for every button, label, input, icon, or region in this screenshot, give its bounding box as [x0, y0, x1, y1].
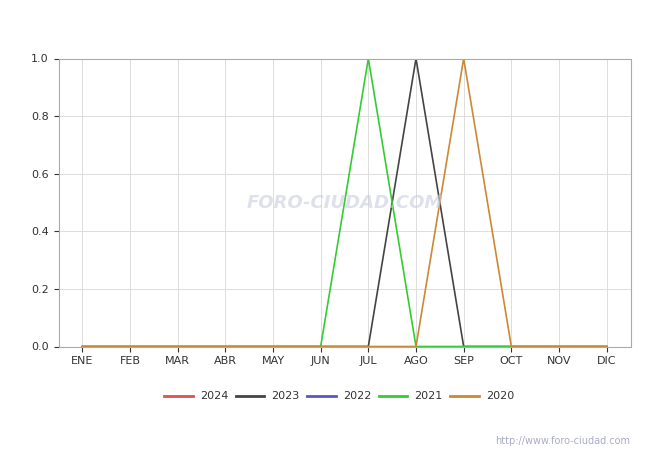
2024: [222, 344, 229, 349]
2020: [269, 344, 277, 349]
2020: [317, 344, 324, 349]
Text: 2021: 2021: [415, 391, 443, 401]
2024: [412, 344, 420, 349]
2023: [79, 344, 86, 349]
2021: [603, 344, 610, 349]
2021: [317, 344, 324, 349]
2020: [603, 344, 610, 349]
2021: [126, 344, 134, 349]
2021: [269, 344, 277, 349]
Line: 2023: 2023: [83, 58, 606, 346]
2023: [317, 344, 324, 349]
2023: [460, 344, 467, 349]
2024: [79, 344, 86, 349]
2020: [222, 344, 229, 349]
2024: [555, 344, 563, 349]
2023: [126, 344, 134, 349]
2024: [508, 344, 515, 349]
Text: 2024: 2024: [200, 391, 228, 401]
2020: [126, 344, 134, 349]
2023: [269, 344, 277, 349]
Line: 2021: 2021: [83, 58, 606, 346]
2022: [317, 344, 324, 349]
2022: [460, 344, 467, 349]
2021: [174, 344, 181, 349]
2022: [365, 344, 372, 349]
2024: [603, 344, 610, 349]
Text: FORO-CIUDAD.COM: FORO-CIUDAD.COM: [246, 194, 443, 212]
2022: [508, 344, 515, 349]
Text: 2022: 2022: [343, 391, 371, 401]
2023: [174, 344, 181, 349]
2022: [412, 344, 420, 349]
2021: [460, 344, 467, 349]
2020: [412, 344, 420, 349]
2020: [365, 344, 372, 349]
2023: [222, 344, 229, 349]
2023: [365, 344, 372, 349]
2021: [79, 344, 86, 349]
2022: [269, 344, 277, 349]
2024: [174, 344, 181, 349]
2021: [222, 344, 229, 349]
2022: [79, 344, 86, 349]
2024: [460, 344, 467, 349]
2020: [555, 344, 563, 349]
2022: [603, 344, 610, 349]
Text: 2020: 2020: [486, 391, 514, 401]
2021: [508, 344, 515, 349]
Text: Matriculaciones de Vehiculos en Buenache de la Sierra: Matriculaciones de Vehiculos en Buenache…: [115, 15, 535, 30]
2020: [174, 344, 181, 349]
2021: [365, 56, 372, 61]
Line: 2020: 2020: [83, 58, 606, 346]
2024: [269, 344, 277, 349]
2024: [317, 344, 324, 349]
2020: [79, 344, 86, 349]
2024: [126, 344, 134, 349]
2024: [365, 344, 372, 349]
Text: http://www.foro-ciudad.com: http://www.foro-ciudad.com: [495, 436, 630, 446]
2022: [222, 344, 229, 349]
2020: [508, 344, 515, 349]
2023: [412, 56, 420, 61]
2020: [460, 56, 467, 61]
2021: [412, 344, 420, 349]
2022: [555, 344, 563, 349]
2023: [555, 344, 563, 349]
2023: [603, 344, 610, 349]
Text: 2023: 2023: [271, 391, 300, 401]
2023: [508, 344, 515, 349]
2022: [174, 344, 181, 349]
2021: [555, 344, 563, 349]
2022: [126, 344, 134, 349]
